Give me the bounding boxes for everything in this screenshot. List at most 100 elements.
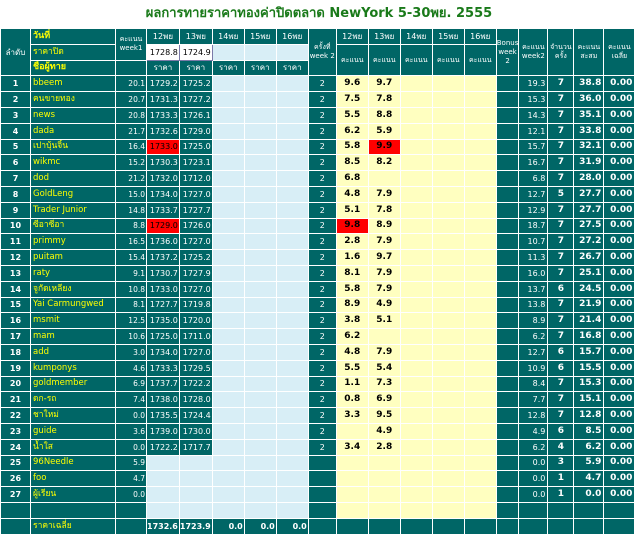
name-cell[interactable]: add: [30, 343, 116, 361]
price-cell[interactable]: 1732.0: [146, 170, 180, 187]
price-cell[interactable]: [243, 328, 277, 345]
price-cell[interactable]: [275, 359, 309, 377]
price-cell[interactable]: 1727.0: [178, 280, 213, 298]
price-cell[interactable]: 1727.0: [178, 343, 213, 361]
price-cell[interactable]: 1729.0: [178, 122, 213, 140]
price-cell[interactable]: [275, 407, 309, 424]
price-cell[interactable]: [275, 375, 309, 393]
price-cell[interactable]: [211, 185, 245, 203]
price-cell[interactable]: 1734.0: [146, 343, 180, 361]
price-cell[interactable]: [211, 328, 245, 345]
price-cell[interactable]: 1733.0: [146, 138, 180, 156]
price-cell[interactable]: [146, 486, 180, 503]
price-cell[interactable]: [146, 454, 180, 472]
price-cell[interactable]: 1739.0: [146, 422, 180, 440]
price-cell[interactable]: 1727.0: [178, 185, 213, 203]
price-cell[interactable]: 1737.2: [146, 249, 180, 266]
price-cell[interactable]: [211, 233, 245, 251]
name-cell[interactable]: Trader Junior: [30, 201, 116, 219]
price-cell[interactable]: [211, 312, 245, 330]
price-cell[interactable]: [211, 264, 245, 282]
price-cell[interactable]: [211, 486, 245, 503]
price-cell[interactable]: 1720.0: [178, 312, 213, 330]
price-cell[interactable]: 1727.7: [178, 201, 213, 219]
price-cell[interactable]: [243, 343, 277, 361]
name-cell[interactable]: wikmc: [30, 154, 116, 172]
price-cell[interactable]: [178, 454, 213, 472]
price-cell[interactable]: [275, 91, 309, 108]
price-cell[interactable]: 1735.5: [146, 407, 180, 424]
close-price-input[interactable]: [275, 43, 309, 61]
price-cell[interactable]: [211, 201, 245, 219]
name-cell[interactable]: 96Needle: [30, 454, 116, 472]
name-cell[interactable]: dod: [30, 170, 116, 187]
price-cell[interactable]: [275, 185, 309, 203]
price-cell[interactable]: 1729.5: [178, 359, 213, 377]
price-cell[interactable]: 1722.2: [178, 375, 213, 393]
price-cell[interactable]: [211, 75, 245, 93]
price-cell[interactable]: 1737.7: [146, 375, 180, 393]
price-cell[interactable]: 1726.0: [178, 217, 213, 235]
price-cell[interactable]: [243, 454, 277, 472]
price-cell[interactable]: [275, 391, 309, 409]
price-cell[interactable]: [243, 359, 277, 377]
price-cell[interactable]: [211, 138, 245, 156]
close-price-input[interactable]: [211, 43, 245, 61]
name-cell[interactable]: เปาบุ้นจิ้น: [30, 138, 116, 156]
price-cell[interactable]: 1733.3: [146, 359, 180, 377]
name-cell[interactable]: น้ำใส: [30, 438, 116, 456]
price-cell[interactable]: [211, 438, 245, 456]
price-cell[interactable]: 1736.0: [146, 233, 180, 251]
name-cell[interactable]: จูกัดเหลียง: [30, 280, 116, 298]
price-cell[interactable]: 1726.1: [178, 106, 213, 124]
name-cell[interactable]: dada: [30, 122, 116, 140]
price-cell[interactable]: 1725.0: [146, 328, 180, 345]
price-cell[interactable]: [275, 217, 309, 235]
price-cell[interactable]: [275, 343, 309, 361]
price-cell[interactable]: 1733.7: [146, 201, 180, 219]
price-cell[interactable]: 1730.7: [146, 264, 180, 282]
price-cell[interactable]: [243, 154, 277, 172]
price-cell[interactable]: [275, 138, 309, 156]
price-cell[interactable]: 1729.2: [146, 75, 180, 93]
price-cell[interactable]: [211, 391, 245, 409]
price-cell[interactable]: [275, 296, 309, 314]
price-cell[interactable]: [211, 470, 245, 488]
price-cell[interactable]: [275, 264, 309, 282]
price-cell[interactable]: [243, 407, 277, 424]
price-cell[interactable]: [275, 486, 309, 503]
price-cell[interactable]: 1725.0: [178, 138, 213, 156]
price-cell[interactable]: [243, 296, 277, 314]
price-cell[interactable]: [275, 422, 309, 440]
price-cell[interactable]: [275, 454, 309, 472]
price-cell[interactable]: 1727.2: [178, 91, 213, 108]
price-cell[interactable]: 1724.4: [178, 407, 213, 424]
price-cell[interactable]: [211, 407, 245, 424]
name-cell[interactable]: kumponys: [30, 359, 116, 377]
price-cell[interactable]: [275, 438, 309, 456]
price-cell[interactable]: [275, 122, 309, 140]
price-cell[interactable]: [275, 233, 309, 251]
price-cell[interactable]: [243, 486, 277, 503]
price-cell[interactable]: [243, 201, 277, 219]
price-cell[interactable]: 1731.3: [146, 91, 180, 108]
price-cell[interactable]: [275, 154, 309, 172]
price-cell[interactable]: [211, 217, 245, 235]
price-cell[interactable]: [243, 122, 277, 140]
price-cell[interactable]: 1719.8: [178, 296, 213, 314]
price-cell[interactable]: [178, 486, 213, 503]
price-cell[interactable]: 1725.2: [178, 75, 213, 93]
price-cell[interactable]: [211, 296, 245, 314]
price-cell[interactable]: [243, 375, 277, 393]
price-cell[interactable]: [211, 280, 245, 298]
price-cell[interactable]: [211, 359, 245, 377]
price-cell[interactable]: [211, 249, 245, 266]
price-cell[interactable]: [243, 264, 277, 282]
price-cell[interactable]: [243, 185, 277, 203]
price-cell[interactable]: [243, 312, 277, 330]
price-cell[interactable]: [243, 280, 277, 298]
price-cell[interactable]: [211, 91, 245, 108]
price-cell[interactable]: 1730.3: [146, 154, 180, 172]
price-cell[interactable]: [243, 75, 277, 93]
price-cell[interactable]: [211, 170, 245, 187]
